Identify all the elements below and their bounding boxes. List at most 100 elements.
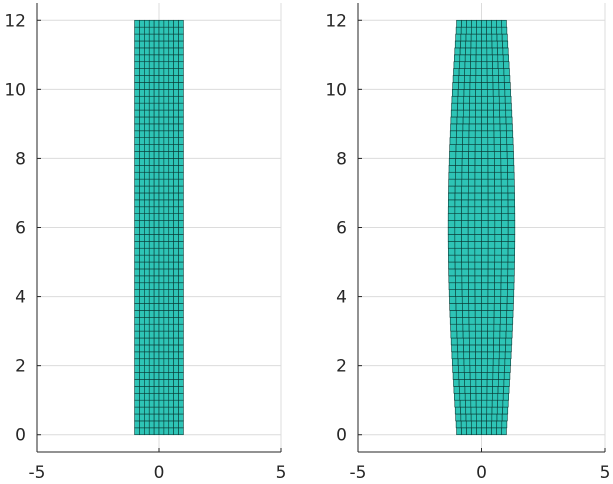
- mesh-cell: [453, 386, 460, 394]
- mesh-cell: [468, 151, 476, 159]
- mesh-cell: [158, 282, 165, 290]
- mesh-cell: [178, 282, 184, 290]
- mesh-cell: [173, 427, 179, 436]
- mesh-cell: [481, 406, 488, 415]
- mesh-cell: [448, 158, 456, 166]
- mesh-cell: [139, 358, 145, 366]
- mesh-cell: [139, 185, 145, 194]
- mesh-cell: [139, 372, 145, 380]
- mesh-cell: [465, 413, 472, 422]
- mesh-cell: [144, 185, 150, 194]
- mesh-cell: [163, 227, 170, 235]
- mesh-cell: [173, 165, 179, 173]
- y-tick-label: 2: [15, 357, 26, 377]
- mesh-cell: [144, 206, 150, 214]
- mesh-cell: [455, 303, 463, 311]
- mesh-cell: [153, 427, 160, 436]
- mesh-cell: [475, 351, 482, 360]
- mesh-cell: [447, 227, 456, 235]
- mesh-cell: [134, 427, 140, 436]
- mesh-cell: [474, 254, 482, 263]
- mesh-cell: [139, 199, 145, 208]
- mesh-cell: [153, 116, 160, 125]
- mesh-cell: [163, 82, 170, 90]
- mesh-cell: [481, 303, 489, 311]
- mesh-cell: [163, 26, 170, 35]
- mesh-cell: [468, 330, 476, 339]
- mesh-cell: [134, 199, 140, 208]
- mesh-cell: [498, 358, 506, 366]
- mesh-cell: [494, 268, 502, 277]
- mesh-cell: [500, 282, 508, 290]
- mesh-cell: [456, 337, 464, 346]
- mesh-cell: [457, 95, 465, 104]
- mesh-cell: [481, 75, 488, 83]
- mesh-cell: [448, 192, 456, 201]
- mesh-cell: [173, 261, 179, 270]
- mesh-cell: [463, 344, 470, 353]
- mesh-cell: [500, 165, 508, 173]
- mesh-cell: [168, 26, 174, 35]
- mesh-cell: [134, 241, 140, 249]
- mesh-cell: [168, 123, 174, 132]
- mesh-cell: [507, 185, 515, 194]
- mesh-cell: [148, 365, 155, 373]
- mesh-cell: [173, 185, 179, 194]
- mesh-cell: [148, 19, 155, 28]
- mesh-cell: [487, 261, 495, 270]
- mesh-cell: [144, 165, 150, 173]
- mesh-cell: [148, 254, 155, 263]
- mesh-cell: [173, 316, 179, 325]
- mesh-cell: [447, 220, 456, 228]
- mesh-cell: [459, 54, 466, 63]
- mesh-cell: [499, 102, 506, 111]
- mesh-cell: [163, 296, 170, 304]
- mesh-cell: [163, 372, 170, 380]
- mesh-cell: [158, 123, 165, 132]
- mesh-cell: [139, 427, 145, 436]
- mesh-cell: [471, 26, 477, 35]
- mesh-cell: [454, 206, 462, 214]
- mesh-cell: [139, 102, 145, 111]
- mesh-cell: [469, 337, 476, 346]
- mesh-cell: [481, 254, 489, 263]
- mesh-cell: [465, 420, 472, 429]
- mesh-cell: [134, 151, 140, 159]
- mesh-cell: [460, 26, 467, 35]
- mesh-cell: [134, 379, 140, 387]
- y-tick-label: 8: [15, 149, 26, 169]
- mesh-cell: [134, 158, 140, 166]
- mesh-cell: [178, 344, 184, 353]
- mesh-cell: [500, 261, 509, 270]
- mesh-cell: [487, 137, 495, 145]
- mesh-cell: [168, 289, 174, 297]
- mesh-cell: [139, 171, 145, 180]
- mesh-cell: [148, 220, 155, 228]
- mesh-cell: [468, 268, 476, 277]
- mesh-cell: [153, 185, 160, 194]
- mesh-cell: [454, 241, 462, 249]
- mesh-cell: [168, 261, 174, 270]
- mesh-cell: [487, 344, 494, 353]
- mesh-cell: [499, 316, 507, 325]
- mesh-cell: [144, 26, 150, 35]
- mesh-cell: [461, 261, 469, 270]
- mesh-cell: [168, 130, 174, 139]
- mesh-cell: [451, 358, 459, 366]
- mesh-cell: [168, 19, 174, 28]
- mesh-cell: [173, 303, 179, 311]
- mesh-cell: [451, 102, 458, 111]
- mesh-cell: [173, 289, 179, 297]
- mesh-cell: [474, 213, 482, 221]
- mesh-cell: [463, 358, 471, 366]
- mesh-cell: [144, 171, 150, 180]
- mesh-cell: [144, 75, 150, 83]
- mesh-cell: [461, 178, 469, 187]
- mesh-cell: [498, 379, 505, 387]
- mesh-cell: [168, 282, 174, 290]
- mesh-cell: [507, 227, 516, 235]
- mesh-cell: [173, 109, 179, 118]
- mesh-cell: [178, 151, 184, 159]
- mesh-cell: [487, 213, 496, 221]
- y-tick-label: 6: [336, 219, 347, 239]
